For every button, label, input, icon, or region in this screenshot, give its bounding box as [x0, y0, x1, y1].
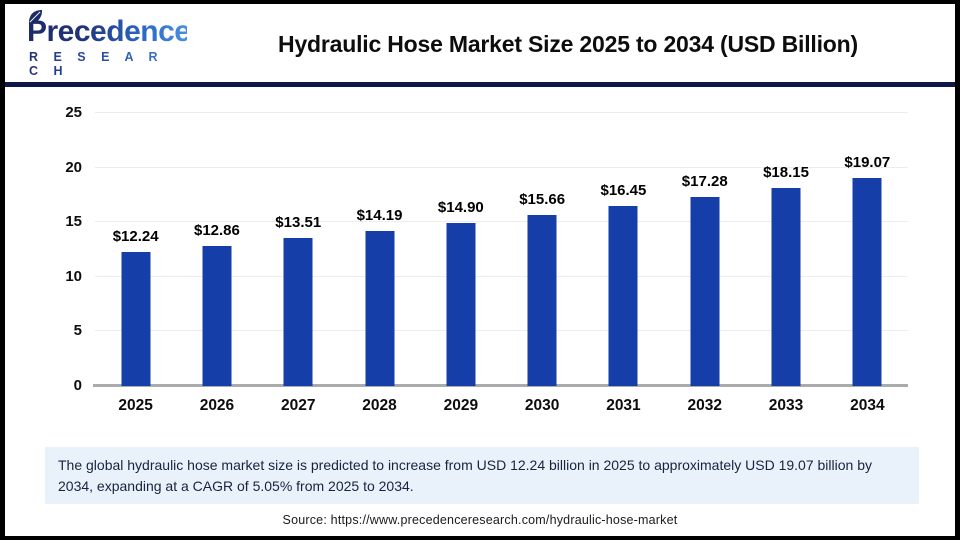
- x-label-2028: 2028: [362, 397, 397, 414]
- page-title: Hydraulic Hose Market Size 2025 to 2034 …: [278, 31, 858, 57]
- bar-value-2032: $17.28: [681, 173, 728, 191]
- x-label-2027: 2027: [280, 397, 316, 414]
- y-tick-20: 20: [65, 158, 82, 176]
- x-label-2032: 2032: [687, 397, 722, 414]
- bar-slot-2025: $12.24 2025: [95, 113, 176, 414]
- plot-area: 0 5 10 15 20 25 $12.24 2025 $12.86 2026 $13.51 202…: [65, 104, 908, 414]
- x-label-2029: 2029: [443, 397, 479, 414]
- bar-slot-2026: $12.86 2026: [176, 113, 257, 414]
- bar-slot-2033: $18.15 2033: [745, 113, 826, 414]
- bar-value-2025: $12.24: [112, 228, 159, 246]
- source-text: Source: https://www.precedenceresearch.c…: [282, 513, 678, 527]
- bar-value-2033: $18.15: [763, 163, 809, 181]
- gridline-10: [95, 275, 908, 277]
- bar-2030: [527, 215, 557, 386]
- gridline-20: [95, 166, 908, 168]
- bar-chart: 0 5 10 15 20 25 $12.24 2025 $12.86 2026 $13.51 202…: [5, 87, 955, 447]
- y-tick-0: 0: [73, 377, 82, 394]
- x-label-2026: 2026: [199, 397, 235, 414]
- header: Precedence R E S E A R C H Hydraulic Hos…: [5, 4, 955, 82]
- y-tick-15: 15: [65, 213, 82, 231]
- bar-slot-2030: $15.66 2030: [502, 113, 583, 414]
- bar-value-2029: $14.90: [437, 199, 484, 217]
- y-tick-5: 5: [73, 322, 82, 340]
- bar-value-2028: $14.19: [356, 207, 403, 225]
- x-label-2034: 2034: [850, 397, 885, 414]
- bar-2033: [771, 187, 801, 386]
- bar-slot-2027: $13.51 2027: [258, 113, 339, 414]
- bars-container: $12.24 2025 $12.86 2026 $13.51 2027 $14.19 2028…: [95, 113, 908, 414]
- bar-slot-2028: $14.19 2028: [339, 113, 420, 414]
- bar-value-2031: $16.45: [600, 182, 647, 200]
- bar-2032: [690, 197, 720, 386]
- x-label-2033: 2033: [768, 397, 804, 414]
- precedence-logo: Precedence R E S E A R C H: [27, 9, 191, 78]
- bar-value-2030: $15.66: [519, 191, 566, 208]
- bar-2028: [365, 231, 395, 386]
- bar-slot-2029: $14.90 2029: [420, 113, 501, 414]
- x-label-2025: 2025: [118, 397, 153, 414]
- leaf-icon: [28, 9, 43, 24]
- summary-note: The global hydraulic hose market size is…: [45, 447, 919, 504]
- bar-2027: [283, 238, 313, 386]
- y-tick-10: 10: [65, 267, 82, 285]
- bar-2031: [608, 206, 638, 386]
- gridline-25: [95, 112, 908, 113]
- logo-brand-text: Precedence: [27, 15, 191, 48]
- x-label-2031: 2031: [606, 397, 641, 414]
- bar-2034: [852, 177, 882, 386]
- gridline-15: [95, 221, 908, 223]
- bar-2029: [446, 223, 476, 386]
- bar-value-2034: $19.07: [844, 153, 891, 171]
- logo-research-text: R E S E A R C H: [27, 50, 187, 78]
- gridline-5: [95, 330, 908, 332]
- x-label-2030: 2030: [524, 397, 560, 414]
- bar-slot-2034: $19.07 2034: [827, 113, 908, 414]
- bar-slot-2031: $16.45 2031: [583, 113, 664, 414]
- bar-2026: [202, 245, 232, 386]
- y-tick-25: 25: [65, 104, 82, 121]
- bar-2025: [121, 252, 151, 386]
- header-divider: [5, 82, 955, 87]
- bar-value-2026: $12.86: [193, 221, 240, 239]
- x-axis-line: [93, 384, 908, 387]
- bar-slot-2032: $17.28 2032: [664, 113, 745, 414]
- bar-value-2027: $13.51: [275, 214, 322, 232]
